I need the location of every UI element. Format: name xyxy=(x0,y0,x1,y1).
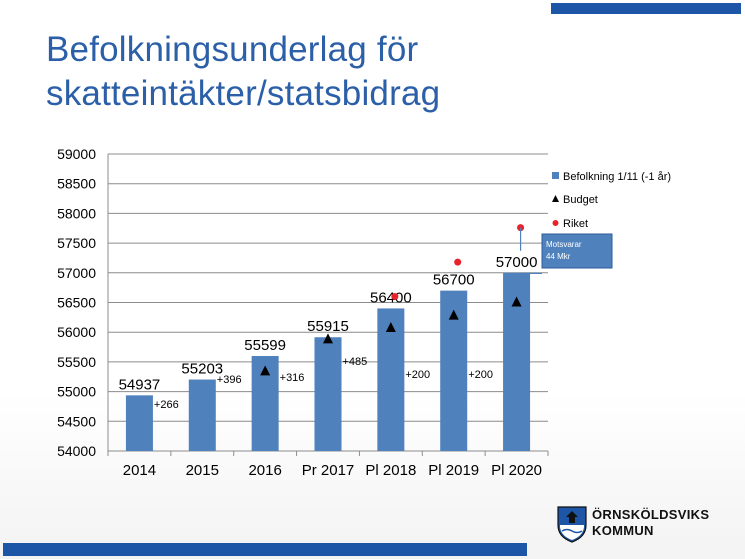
bar xyxy=(314,337,342,451)
bottom-accent-bar xyxy=(3,543,527,556)
riket-marker xyxy=(454,258,462,266)
y-tick-label: 54000 xyxy=(57,443,96,459)
logo-line-1: ÖRNSKÖLDSVIKS xyxy=(592,507,710,522)
bar xyxy=(377,308,405,451)
y-tick-label: 58500 xyxy=(57,176,96,192)
x-tick-label: Pr 2017 xyxy=(302,462,355,479)
y-tick-label: 57500 xyxy=(57,235,96,251)
top-accent-bar xyxy=(551,3,741,14)
bar-value-label: 55599 xyxy=(244,337,286,354)
municipality-logo: ÖRNSKÖLDSVIKS KOMMUN xyxy=(556,503,716,547)
bar-value-label: 57000 xyxy=(496,254,538,271)
legend-circle-marker xyxy=(552,220,559,226)
bar xyxy=(188,379,216,451)
y-tick-label: 57000 xyxy=(57,265,96,281)
callout-line-1: Motsvarar xyxy=(546,240,582,249)
legend-triangle-marker xyxy=(552,195,559,202)
logo-line-2: KOMMUN xyxy=(592,523,654,538)
x-tick-label: 2014 xyxy=(123,462,156,479)
bar-value-label: 56400 xyxy=(370,289,412,306)
change-label: +200 xyxy=(468,369,493,381)
bar-value-label: 55915 xyxy=(307,318,349,335)
bar-value-label: 54937 xyxy=(119,376,161,393)
y-tick-label: 58000 xyxy=(57,205,96,221)
y-tick-label: 59000 xyxy=(57,146,96,162)
y-tick-label: 56000 xyxy=(57,324,96,340)
callout-box xyxy=(541,233,613,269)
x-tick-label: Pl 2020 xyxy=(491,462,542,479)
slide-title: Befolkningsunderlag för skatteintäkter/s… xyxy=(46,28,686,116)
bar-value-label: 56700 xyxy=(433,272,475,289)
title-line-2: skatteintäkter/statsbidrag xyxy=(46,74,441,113)
y-tick-label: 54500 xyxy=(57,413,96,429)
change-label: +200 xyxy=(405,369,430,381)
legend-bar-swatch xyxy=(552,172,559,179)
budget-marker xyxy=(323,333,333,344)
budget-marker xyxy=(448,309,459,320)
legend-label-budget: Budget xyxy=(563,194,598,206)
legend-label-population: Befolkning 1/11 (-1 år) xyxy=(563,171,671,183)
y-tick-label: 55000 xyxy=(57,384,96,400)
budget-marker xyxy=(511,296,522,307)
change-label: +266 xyxy=(154,399,179,411)
legend-label-riket: Riket xyxy=(563,218,588,230)
x-tick-label: Pl 2019 xyxy=(428,462,479,479)
budget-marker xyxy=(385,322,396,333)
budget-marker xyxy=(260,365,271,376)
coat-of-arms-icon xyxy=(557,506,587,543)
x-tick-label: 2015 xyxy=(186,462,219,479)
change-label: +485 xyxy=(343,356,368,368)
bar-value-label: 55203 xyxy=(181,361,223,378)
riket-marker xyxy=(391,293,399,301)
logo-text: ÖRNSKÖLDSVIKS KOMMUN xyxy=(592,507,709,539)
change-label: +316 xyxy=(280,372,305,384)
x-tick-label: Pl 2018 xyxy=(365,462,416,479)
y-tick-label: 56500 xyxy=(57,295,96,311)
x-tick-label: 2016 xyxy=(248,462,281,479)
bar xyxy=(125,395,153,451)
y-tick-label: 55500 xyxy=(57,354,96,370)
callout-line-2: 44 Mkr xyxy=(546,252,571,261)
title-line-1: Befolkningsunderlag för xyxy=(46,30,419,69)
change-label: +396 xyxy=(217,374,242,386)
